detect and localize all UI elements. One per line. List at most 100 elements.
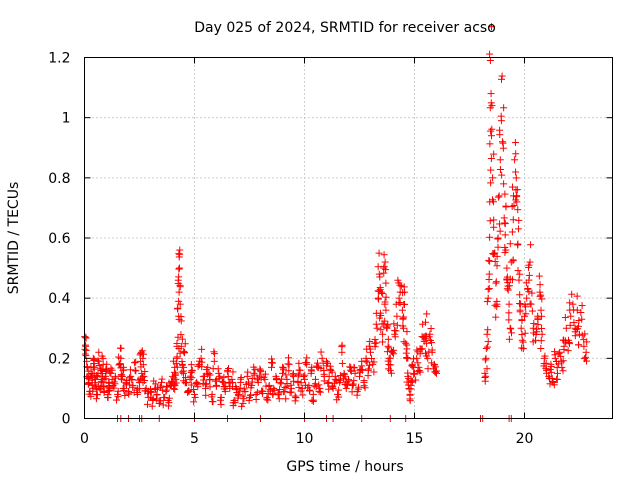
data-point <box>377 326 385 334</box>
data-point <box>507 329 515 337</box>
x-tick-label: 15 <box>406 431 424 447</box>
data-point <box>263 395 271 403</box>
data-point <box>566 299 574 307</box>
data-point <box>342 384 350 392</box>
data-point <box>139 354 147 362</box>
data-point <box>245 397 253 405</box>
data-point <box>502 202 510 210</box>
data-point <box>116 360 124 368</box>
data-point <box>85 379 93 387</box>
data-point <box>279 388 287 396</box>
data-point <box>271 386 279 394</box>
data-point <box>383 324 391 332</box>
data-point <box>573 306 581 314</box>
data-series <box>81 23 591 422</box>
data-point <box>297 387 305 395</box>
data-point <box>553 375 561 383</box>
data-point <box>400 283 408 291</box>
data-point <box>486 57 494 65</box>
data-point <box>159 401 167 409</box>
y-tick-label: 0.8 <box>48 171 70 187</box>
data-point <box>534 314 542 322</box>
data-point <box>202 380 210 388</box>
data-point <box>393 312 401 320</box>
data-point <box>338 359 346 367</box>
data-point <box>338 341 346 349</box>
data-point <box>198 345 206 353</box>
data-point <box>483 298 491 306</box>
data-point <box>102 366 110 374</box>
data-point <box>216 396 224 404</box>
data-point <box>518 344 526 352</box>
x-axis-title: GPS time / hours <box>286 459 403 475</box>
data-point <box>175 297 183 305</box>
data-point <box>202 366 210 374</box>
data-point <box>202 391 210 399</box>
data-point <box>239 399 247 407</box>
data-point <box>372 339 380 347</box>
data-point <box>93 391 101 399</box>
data-point <box>384 321 392 329</box>
data-point <box>172 359 180 367</box>
data-point <box>515 216 523 224</box>
data-point <box>269 359 277 367</box>
x-tick-label: 20 <box>516 431 534 447</box>
data-point <box>191 393 199 401</box>
data-point <box>575 341 583 349</box>
data-point <box>379 330 387 338</box>
x-tick-label: 10 <box>296 431 314 447</box>
data-point <box>512 150 520 158</box>
data-point <box>331 375 339 383</box>
data-point <box>412 376 420 384</box>
data-point <box>514 241 522 249</box>
data-point <box>413 354 421 362</box>
data-point <box>180 363 188 371</box>
data-point <box>177 342 185 350</box>
data-point <box>328 368 336 376</box>
data-point <box>508 202 516 210</box>
data-point <box>492 278 500 286</box>
data-point <box>517 324 525 332</box>
data-point <box>537 344 545 352</box>
data-point <box>485 270 493 278</box>
data-point <box>118 372 126 380</box>
data-point <box>387 369 395 377</box>
data-point <box>380 251 388 259</box>
data-point <box>90 365 98 373</box>
data-point <box>324 379 332 387</box>
data-point <box>190 385 198 393</box>
data-point <box>538 295 546 303</box>
data-point <box>140 350 148 358</box>
data-point <box>486 50 494 58</box>
data-point <box>236 384 244 392</box>
data-point <box>308 396 316 404</box>
data-point <box>526 258 534 266</box>
data-point <box>386 354 394 362</box>
data-point <box>174 304 182 312</box>
data-point <box>121 391 129 399</box>
data-point <box>162 387 170 395</box>
data-point <box>404 369 412 377</box>
data-point <box>493 262 501 270</box>
data-point <box>244 368 252 376</box>
data-point <box>272 376 280 384</box>
data-point <box>508 276 516 284</box>
data-point <box>356 372 363 380</box>
data-point <box>228 375 236 383</box>
data-point <box>399 315 407 323</box>
data-point <box>175 273 183 281</box>
data-point <box>126 366 134 374</box>
data-point <box>509 216 517 224</box>
data-point <box>542 364 550 372</box>
data-point <box>481 373 489 381</box>
data-point <box>376 273 384 281</box>
data-point <box>425 333 433 341</box>
data-point <box>583 357 591 365</box>
data-point <box>534 321 542 329</box>
data-point <box>564 347 572 355</box>
data-point <box>493 297 501 305</box>
data-point <box>183 379 191 387</box>
data-point <box>384 365 392 373</box>
data-point <box>279 363 287 371</box>
